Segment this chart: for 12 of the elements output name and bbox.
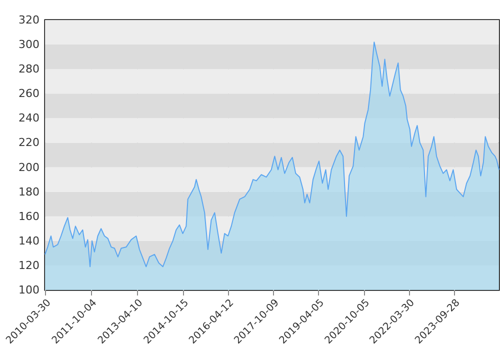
y-tick-label: 180 [18, 185, 40, 198]
y-tick-label: 300 [18, 38, 40, 52]
y-tick-label: 140 [18, 234, 40, 248]
y-tick-label: 220 [18, 136, 40, 150]
y-tick-label: 200 [18, 160, 40, 174]
y-tick-label: 260 [18, 87, 40, 100]
y-tick-label: 320 [18, 14, 40, 26]
y-tick-label: 160 [18, 210, 40, 223]
y-tick-label: 120 [18, 258, 40, 272]
y-tick-label: 240 [18, 112, 40, 125]
y-tick-label: 100 [18, 284, 40, 296]
y-tick-label: 280 [18, 62, 40, 76]
